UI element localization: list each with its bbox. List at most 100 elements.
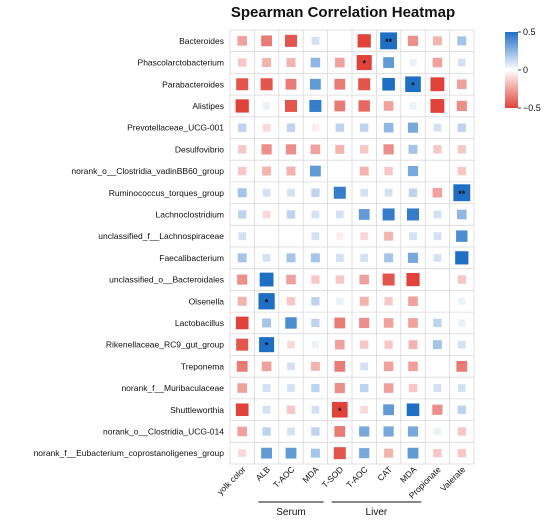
- heatmap-cell: [406, 403, 420, 417]
- row-label: Prevotellaceae_UCG-001: [127, 123, 224, 133]
- heatmap-cell: [360, 405, 369, 414]
- heatmap-cell: [360, 362, 369, 371]
- heatmap-cell: [457, 405, 466, 414]
- significance-marker: *: [338, 406, 342, 416]
- column-label: yolk color: [215, 464, 248, 497]
- row-label: Rikenellaceae_RC9_gut_group: [106, 340, 224, 350]
- heatmap-cell: [384, 448, 394, 458]
- heatmap-cell: [406, 208, 420, 221]
- heatmap-cell: [334, 317, 346, 329]
- heatmap-cell: [237, 188, 247, 198]
- heatmap-cell: [357, 34, 371, 48]
- heatmap-cell: [383, 383, 394, 393]
- heatmap-cell: [238, 58, 247, 67]
- heatmap-cell: [311, 318, 320, 328]
- heatmap-cell: [235, 316, 249, 330]
- heatmap-cell: [310, 78, 321, 90]
- heatmap-cell: [384, 231, 394, 241]
- heatmap-cell: [310, 361, 320, 371]
- significance-marker: *: [362, 59, 366, 69]
- heatmap-cell: [384, 340, 393, 349]
- heatmap-cell: [457, 123, 466, 132]
- heatmap-cell: [236, 338, 249, 351]
- heatmap-cell: [433, 145, 442, 154]
- heatmap-cell: [407, 122, 419, 133]
- heatmap-cell: [237, 296, 247, 306]
- heatmap-cell: [238, 232, 247, 241]
- heatmap-cell: [458, 319, 466, 327]
- colorbar-tick-label: 0.5: [523, 27, 536, 37]
- heatmap-cell: [433, 318, 442, 328]
- heatmap-cell: [384, 166, 393, 176]
- heatmap-cell: [360, 253, 369, 262]
- heatmap-cell: [334, 78, 346, 90]
- heatmap-cell: [360, 340, 369, 349]
- heatmap-cell: [285, 317, 297, 329]
- column-label: Valerate: [438, 464, 467, 493]
- heatmap-cell: [238, 166, 247, 176]
- heatmap-cell: [408, 340, 418, 350]
- colorbar-tick-label: −0.5: [523, 103, 541, 113]
- heatmap-cell: [237, 274, 248, 285]
- heatmap-cell: [359, 274, 369, 285]
- heatmap-cell: [432, 57, 443, 68]
- heatmap-cell: [261, 144, 272, 155]
- significance-marker: *: [411, 80, 415, 90]
- heatmap-cell: [236, 360, 248, 372]
- heatmap-cell: [287, 427, 295, 436]
- heatmap-cell: [335, 210, 344, 219]
- heatmap-grid: [229, 29, 475, 465]
- heatmap-cell: [383, 426, 394, 437]
- heatmap-cell: [383, 57, 394, 68]
- group-label: Liver: [366, 507, 388, 518]
- heatmap-cell: [235, 403, 249, 417]
- heatmap-cell: [335, 253, 344, 262]
- heatmap-cell: [262, 210, 271, 219]
- heatmap-cell: [335, 57, 345, 68]
- heatmap-cell: [334, 382, 345, 394]
- heatmap-cell: [310, 448, 320, 458]
- row-label: Parabacteroides: [162, 79, 224, 89]
- heatmap-cell: [382, 208, 395, 221]
- heatmap-cell: [262, 58, 272, 68]
- row-label: Shuttleworthia: [170, 405, 224, 415]
- heatmap-cell: [336, 297, 344, 305]
- heatmap-cell: [262, 188, 271, 197]
- heatmap-cell: [382, 77, 395, 91]
- heatmap-cell: [310, 165, 321, 177]
- heatmap-cell: [356, 55, 372, 71]
- heatmap-cell: [383, 404, 394, 416]
- significance-marker: **: [385, 37, 393, 47]
- heatmap-cell: [358, 100, 370, 112]
- heatmap-cell: [263, 102, 271, 110]
- heatmap-cell: [238, 123, 247, 132]
- heatmap-cell: [259, 337, 275, 353]
- heatmap-cell: [432, 404, 443, 415]
- row-label: norank_f__Eubacterium_coprostanoligenes_…: [34, 448, 225, 458]
- heatmap-cell: [408, 318, 418, 328]
- column-label: T-AOC: [271, 464, 296, 489]
- heatmap-cell: [287, 362, 295, 371]
- heatmap-cell: [433, 253, 442, 262]
- heatmap-cell: [457, 36, 467, 46]
- heatmap-cell: [456, 100, 467, 112]
- heatmap-cell: [261, 35, 272, 47]
- heatmap-cell: [310, 253, 320, 263]
- heatmap-cell: [284, 34, 298, 47]
- heatmap-cell: [407, 426, 419, 437]
- column-label: MDA: [300, 464, 321, 485]
- heatmap-cell: [359, 296, 369, 306]
- heatmap-cell: [457, 427, 466, 436]
- heatmap-cell: [311, 275, 320, 284]
- heatmap-cell: [457, 209, 467, 220]
- heatmap-cell: [432, 187, 443, 198]
- heatmap-cell: [358, 78, 371, 91]
- heatmap-cell: [383, 318, 394, 328]
- heatmap-cell: [311, 297, 320, 306]
- row-labels: Bacteroides Phascolarctobacterium Parabact…: [34, 36, 225, 458]
- heatmap-cell: [311, 232, 320, 241]
- row-label: Faecalibacterium: [159, 253, 224, 263]
- heatmap-cell: [237, 36, 247, 46]
- heatmap-cell: [334, 426, 346, 437]
